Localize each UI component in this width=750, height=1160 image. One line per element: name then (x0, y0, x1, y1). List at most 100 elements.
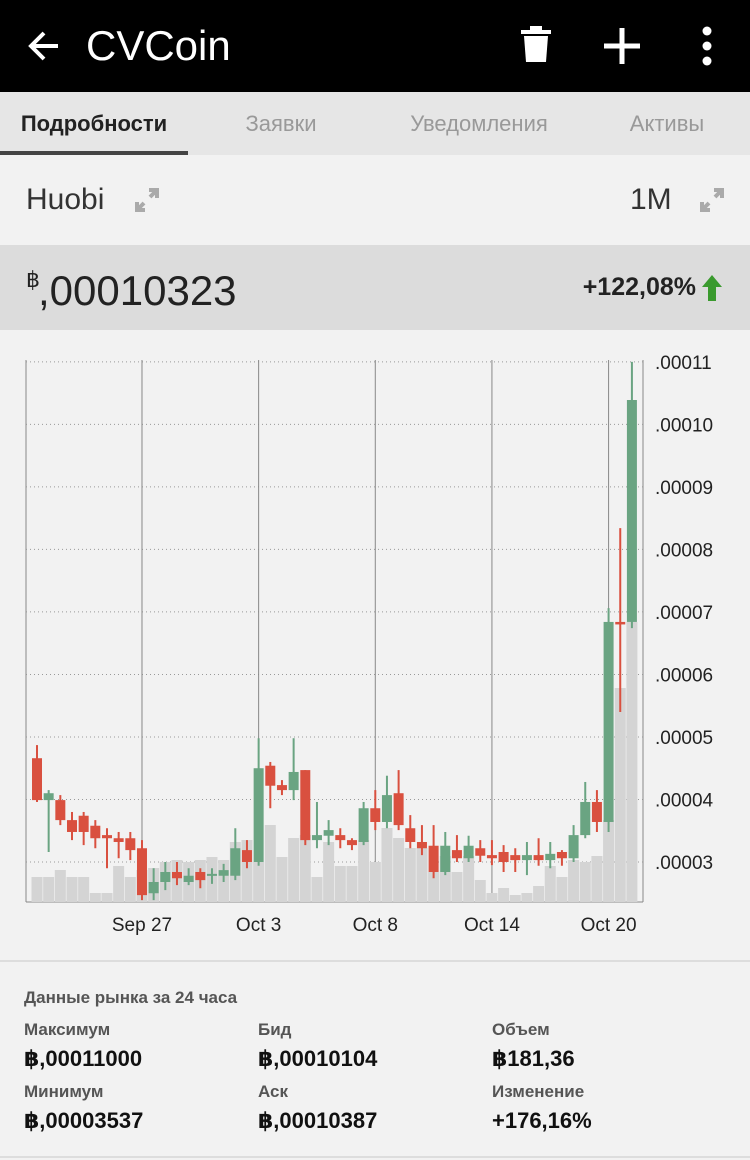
volume-bar (486, 893, 498, 902)
menu-button[interactable] (700, 26, 714, 66)
candle-body (230, 848, 241, 876)
candle-body (615, 621, 626, 625)
volume-bar (78, 877, 90, 902)
candle-body (521, 855, 532, 861)
candle-body (136, 848, 147, 896)
y-tick-label: .00010 (655, 415, 713, 436)
volume-bar (253, 862, 265, 902)
candle-body (416, 841, 427, 849)
price-change: +122,08% (582, 273, 696, 301)
candle-body (206, 873, 217, 876)
market-panel: Данные рынка за 24 часа Максимум ฿,000110… (0, 960, 750, 1158)
candle-body (463, 845, 474, 859)
candle-body (253, 768, 264, 862)
tab-bar: Подробности Заявки Уведомления Активы (0, 92, 750, 155)
y-tick-label: .00008 (655, 540, 713, 561)
tab[interactable]: Заявки (245, 111, 317, 136)
volume-bar (66, 877, 78, 902)
app-title: CVCoin (86, 22, 231, 69)
volume-bar (124, 877, 136, 902)
price-bar: ฿ ,00010323 +122,08% (0, 245, 750, 330)
volume-bar (381, 828, 393, 902)
y-tick-label: .00011 (655, 353, 712, 374)
candle-body (78, 815, 89, 832)
candle-body (381, 795, 392, 822)
expand-icon[interactable] (134, 187, 160, 213)
volume-bar (603, 820, 615, 902)
volume-bar (579, 862, 591, 902)
delete-button[interactable] (519, 26, 553, 66)
period[interactable]: 1M (630, 183, 672, 216)
add-button[interactable] (602, 26, 642, 66)
tab[interactable]: Уведомления (410, 111, 548, 136)
market-stat: Изменение +176,16% (492, 1082, 722, 1134)
candle-body (265, 765, 276, 786)
volume-bar (416, 848, 428, 902)
stat-label: Объем (492, 1020, 550, 1039)
candle-body (183, 875, 194, 882)
y-tick-label: .00003 (655, 853, 713, 874)
volume-bar (544, 866, 556, 902)
candle-body (32, 758, 42, 801)
candle-body (440, 845, 451, 872)
candle-body (171, 871, 182, 879)
stat-value: ฿181,36 (492, 1046, 575, 1071)
volume-bar (276, 857, 288, 902)
x-tick-label: Sep 27 (112, 915, 172, 936)
candle-body (101, 835, 112, 839)
candle-body (195, 871, 206, 881)
volume-bar (334, 866, 346, 902)
expand-icon[interactable] (699, 187, 725, 213)
candle-body (451, 850, 462, 859)
candle-body (405, 828, 416, 842)
volume-bar (509, 895, 521, 902)
volume-bar (264, 825, 276, 902)
candle-body (160, 871, 171, 882)
tab[interactable]: Подробности (0, 92, 188, 155)
candle-body (276, 785, 287, 791)
back-button[interactable] (24, 26, 64, 66)
y-tick-label: .00007 (655, 603, 713, 624)
market-stat: Бид ฿,00010104 (258, 1020, 488, 1072)
volume-bar (393, 838, 405, 902)
y-tick-label: .00004 (655, 790, 714, 811)
candle-body (603, 621, 614, 822)
candle-body (90, 825, 101, 839)
volume-bar (439, 856, 451, 902)
candle-body (358, 808, 369, 842)
volume-bar (89, 893, 101, 902)
volume-bar (556, 877, 568, 902)
market-stat: Минимум ฿,00003537 (24, 1082, 254, 1134)
x-tick-label: Oct 14 (464, 915, 520, 936)
candle-body (113, 838, 124, 842)
stat-label: Аск (258, 1082, 289, 1101)
volume-bar (474, 880, 486, 902)
candle-body (510, 855, 521, 861)
price-value: ,00010323 (38, 267, 237, 314)
candle-body (323, 830, 334, 836)
x-tick-label: Oct 3 (236, 915, 281, 936)
candle-body (370, 808, 381, 822)
market-stat: Максимум ฿,00011000 (24, 1020, 254, 1072)
volume-bar (323, 842, 335, 902)
volume-bar (428, 872, 440, 902)
candle-body (556, 851, 567, 859)
market-stat: Аск ฿,00010387 (258, 1082, 488, 1134)
exchange-name[interactable]: Huobi (26, 183, 105, 216)
candle-body (148, 881, 159, 894)
x-tick-label: Oct 20 (581, 915, 637, 936)
stat-value: ฿,00011000 (24, 1046, 143, 1071)
candle-body (125, 838, 136, 851)
candle-body (498, 851, 509, 862)
candle-body (346, 840, 357, 846)
up-arrow (702, 275, 722, 301)
volume-bar (54, 870, 66, 902)
market-stat: Объем ฿181,36 (492, 1020, 722, 1072)
volume-bar (346, 866, 358, 902)
volume-bar (101, 893, 113, 902)
candle-body (311, 835, 322, 841)
stat-value: ฿,00010104 (258, 1046, 378, 1071)
y-tick-label: .00005 (655, 728, 713, 749)
volume-bar (43, 877, 55, 902)
tab[interactable]: Активы (629, 111, 705, 136)
